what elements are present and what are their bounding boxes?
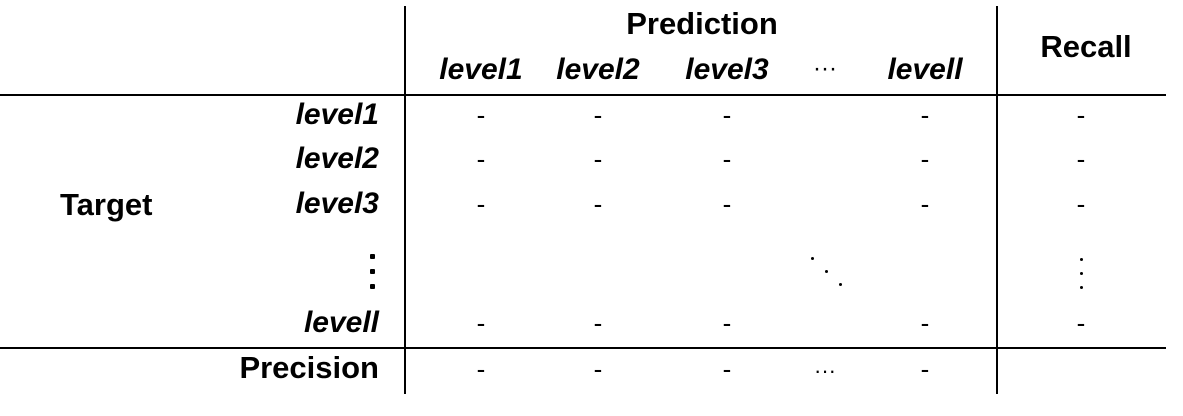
- cell-r1-c5: -: [920, 100, 930, 130]
- cell-rl-c3: -: [722, 308, 732, 338]
- cell-rl-recall: -: [1076, 308, 1086, 338]
- cell-r2-recall: -: [1076, 144, 1086, 174]
- cell-r2-c3: -: [722, 144, 732, 174]
- row-label-precision: Precision: [239, 350, 379, 385]
- precision-c4-ellipsis: ···: [814, 358, 836, 383]
- header-horizontal-rule: [0, 94, 1166, 96]
- cell-rl-c1: -: [476, 308, 486, 338]
- cell-r1-c1: -: [476, 100, 486, 130]
- row-label-level2: level2: [295, 142, 379, 175]
- cell-r1-recall: -: [1076, 100, 1086, 130]
- cell-r2-c1: -: [476, 144, 486, 174]
- cell-r2-c5: -: [920, 144, 930, 174]
- column-header-levell: levell: [887, 53, 963, 86]
- precision-c5: -: [920, 354, 930, 384]
- column-header-level3: level3: [685, 53, 769, 86]
- cell-r3-c2: -: [593, 189, 603, 219]
- cell-r1-c2: -: [593, 100, 603, 130]
- cell-rl-c5: -: [920, 308, 930, 338]
- precision-horizontal-rule: [0, 347, 1166, 349]
- cell-r3-c5: -: [920, 189, 930, 219]
- precision-c1: -: [476, 354, 486, 384]
- precision-c2: -: [593, 354, 603, 384]
- cell-rl-c2: -: [593, 308, 603, 338]
- column-header-level2: level2: [556, 53, 640, 86]
- precision-c3: -: [722, 354, 732, 384]
- prediction-header: Prediction: [626, 6, 778, 41]
- cell-r2-c2: -: [593, 144, 603, 174]
- row-label-level3: level3: [295, 187, 379, 220]
- right-vertical-rule: [996, 6, 998, 394]
- row-label-levell: levell: [303, 306, 379, 339]
- target-label: Target: [60, 187, 153, 222]
- cell-r3-recall: -: [1076, 189, 1086, 219]
- column-header-ellipsis: ···: [813, 55, 837, 82]
- column-header-level1: level1: [439, 53, 523, 86]
- cell-r3-c1: -: [476, 189, 486, 219]
- left-vertical-rule: [404, 6, 406, 394]
- cell-r1-c3: -: [722, 100, 732, 130]
- recall-header: Recall: [1040, 29, 1132, 64]
- row-label-level1: level1: [295, 98, 379, 131]
- cell-r3-c3: -: [722, 189, 732, 219]
